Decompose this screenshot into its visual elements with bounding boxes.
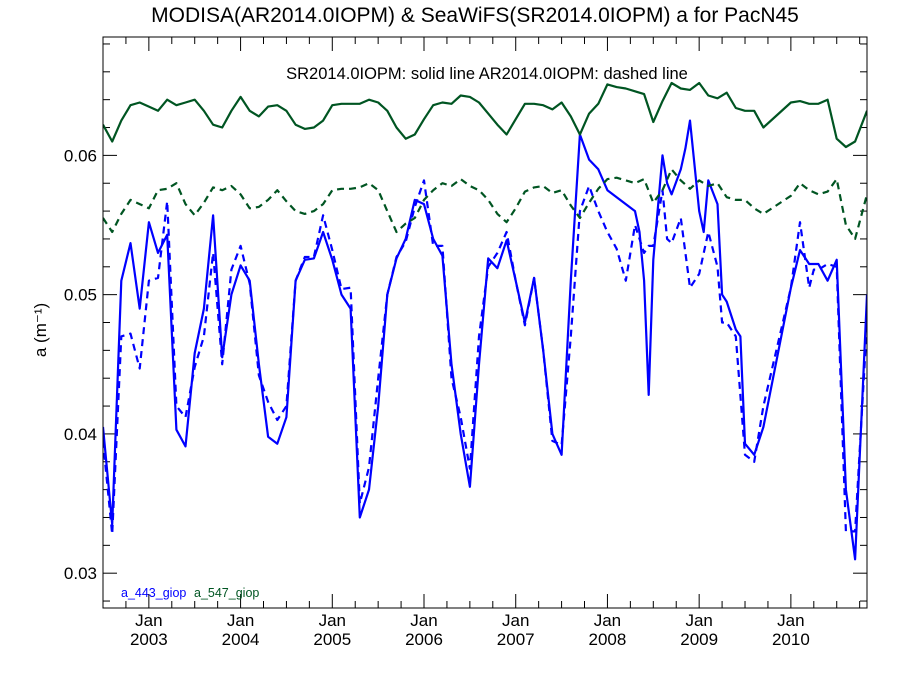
y-tick-label: 0.03 — [64, 564, 97, 583]
x-tick-label-year: 2007 — [497, 630, 535, 649]
y-tick-labels: 0.03 0.04 0.05 0.06 — [64, 146, 97, 583]
x-tick-label-year: 2010 — [772, 630, 810, 649]
x-tick-label-month: Jan — [227, 611, 254, 630]
series-layer — [103, 81, 867, 561]
x-tick-label-month: Jan — [319, 611, 346, 630]
chart-title: MODISA(AR2014.0IOPM) & SeaWiFS(SR2014.0I… — [151, 4, 799, 27]
legend-entry-443: a_443_giop — [121, 586, 186, 600]
x-tick-labels: Jan2003Jan2004Jan2005Jan2006Jan2007Jan20… — [130, 611, 810, 649]
x-tick-label-month: Jan — [502, 611, 529, 630]
legend-entry-547: a_547_giop — [194, 586, 259, 600]
series-line-a-443-giop-dashed — [103, 179, 867, 536]
x-tick-label-month: Jan — [594, 611, 621, 630]
series-line-a-547-giop-solid — [103, 81, 867, 149]
x-tick-label-year: 2004 — [222, 630, 260, 649]
plot-frame — [102, 36, 868, 609]
axis-ticks-group — [103, 37, 867, 608]
x-tick-label-month: Jan — [135, 611, 162, 630]
x-tick-label-month: Jan — [410, 611, 437, 630]
x-tick-label-month: Jan — [777, 611, 804, 630]
y-tick-label: 0.06 — [64, 146, 97, 165]
x-tick-label-year: 2006 — [405, 630, 443, 649]
legend: a_443_giop a_547_giop — [121, 586, 259, 600]
series-line-a-443-giop-solid — [103, 119, 867, 561]
chart-subtitle: SR2014.0IOPM: solid line AR2014.0IOPM: d… — [286, 65, 688, 83]
x-tick-label-year: 2008 — [589, 630, 627, 649]
x-tick-label-year: 2009 — [680, 630, 718, 649]
y-axis-label: a (m⁻¹) — [31, 303, 50, 357]
x-tick-label-month: Jan — [685, 611, 712, 630]
series-line-a-547-giop-dashed — [103, 168, 867, 240]
x-tick-label-year: 2005 — [313, 630, 351, 649]
x-tick-label-year: 2003 — [130, 630, 168, 649]
y-tick-label: 0.05 — [64, 286, 97, 305]
y-tick-label: 0.04 — [64, 425, 97, 444]
